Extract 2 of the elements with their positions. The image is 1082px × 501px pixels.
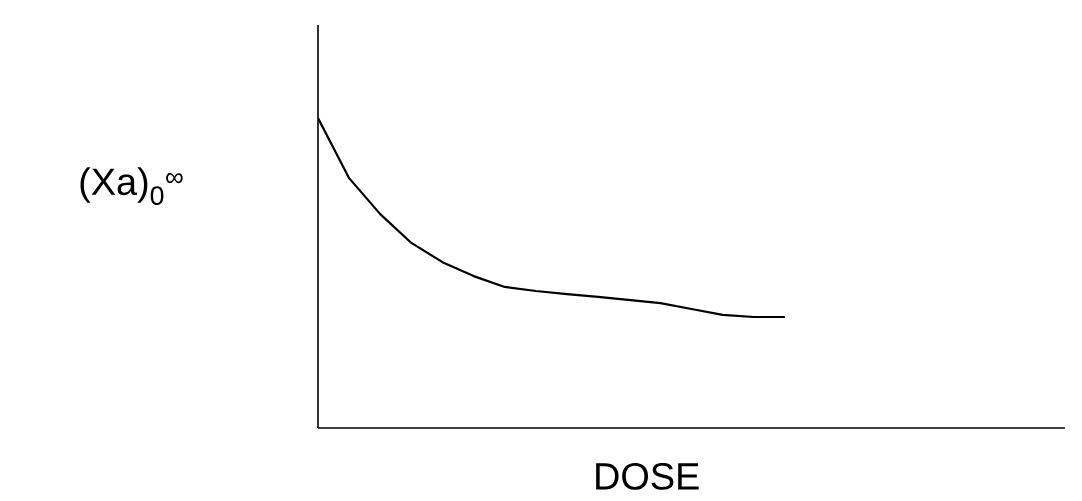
x-axis-title: DOSE	[596, 462, 699, 490]
y-axis-title: (Xa)$_{0}$∞	[80, 167, 183, 206]
